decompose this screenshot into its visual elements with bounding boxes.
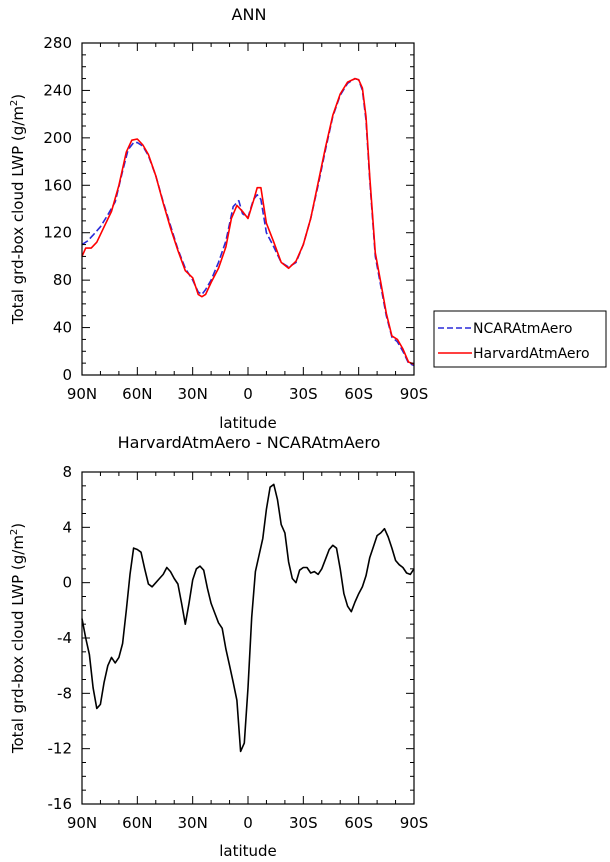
bottom-y-tick-label: -4 [57,629,72,647]
plot-frame-top [81,42,415,376]
top-x-tick-label: 0 [243,385,253,403]
top-x-tick-label: 90N [67,385,97,403]
y-axis-label-bottom: Total grd-box cloud LWP (g/m2) [9,523,27,754]
bottom-y-tick-label: -12 [48,740,73,758]
legend-label-ncar: NCARAtmAero [473,321,572,337]
x-axis-label-top: latitude [219,414,277,432]
top-y-tick-label: 280 [43,34,72,52]
top-y-tick-label: 200 [43,129,72,147]
bottom-y-tick-label: 4 [62,518,72,536]
top-x-tick-label: 90S [400,385,429,403]
panel-bottom: HarvardAtmAero - NCARAtmAero 90N 60N 30N 0 3… [9,433,428,860]
bottom-x-tick-label: 0 [243,814,253,832]
legend-label-harvard: HarvardAtmAero [473,346,590,362]
top-axes-group: 90N 60N 30N 0 30S 60S 90S 0 40 80 120 160 200 240 280 [43,34,428,403]
top-y-tick-label: 80 [53,271,72,289]
top-y-tick-label: 160 [43,176,72,194]
bottom-y-tick-label: -8 [57,684,72,702]
top-y-tick-label: 120 [43,224,72,242]
top-x-tick-label: 60S [344,385,373,403]
bottom-series-line-0 [81,483,415,753]
top-y-tick-label: 240 [43,81,72,99]
top-x-tick-label: 30S [289,385,318,403]
legend-box [433,310,607,368]
top-series-line-1 [81,77,415,366]
x-axis-label-bottom: latitude [219,842,277,860]
plot-frame-bottom [81,471,415,805]
bottom-y-tick-label: -16 [48,795,73,813]
bottom-x-tick-label: 90S [400,814,429,832]
bottom-y-tick-label: 8 [62,463,72,481]
bottom-x-tick-label: 60S [344,814,373,832]
bottom-x-tick-label: 30S [289,814,318,832]
top-x-tick-label: 60N [122,385,152,403]
chart-title-top: ANN [232,5,267,24]
y-axis-label-top: Total grd-box cloud LWP (g/m2) [9,94,27,325]
bottom-x-tick-label: 90N [67,814,97,832]
bottom-x-tick-label: 60N [122,814,152,832]
top-y-tick-label: 40 [53,319,72,337]
bottom-axes-group: 90N 60N 30N 0 30S 60S 90S -16 -12 -8 -4 0 4 8 [48,463,429,832]
panel-top: ANN 90N 60N 30N 0 30S 60S 90S 0 40 80 120 160 200 240… [9,5,607,432]
bottom-x-tick-label: 30N [178,814,208,832]
chart-title-bottom: HarvardAtmAero - NCARAtmAero [118,433,381,452]
top-series-line-0 [81,77,415,367]
top-y-tick-label: 0 [62,366,72,384]
top-x-tick-label: 30N [178,385,208,403]
legend: NCARAtmAero HarvardAtmAero [433,310,607,368]
bottom-y-tick-label: 0 [62,574,72,592]
bottom-series-group [81,483,415,753]
top-series-group [81,77,415,367]
